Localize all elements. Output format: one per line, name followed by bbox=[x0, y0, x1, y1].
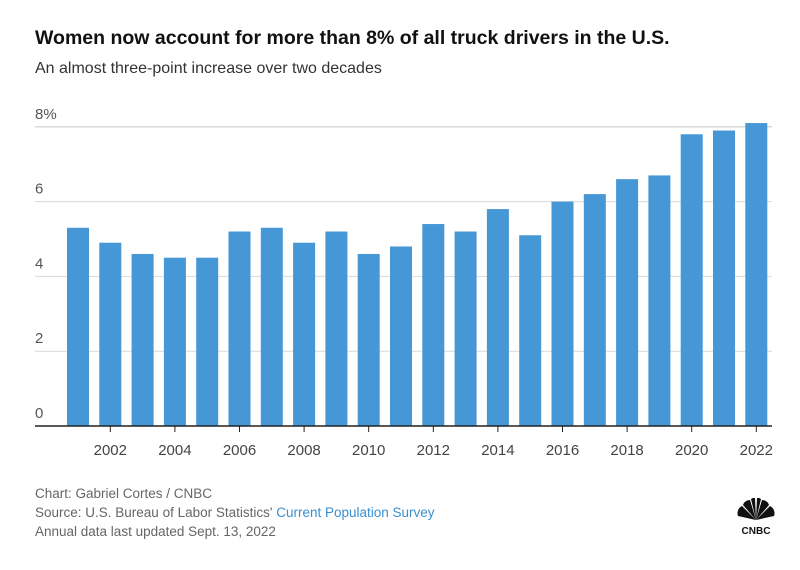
chart-subtitle: An almost three-point increase over two … bbox=[35, 60, 382, 77]
y-tick-label: 6 bbox=[35, 181, 43, 198]
bar-2006 bbox=[228, 231, 251, 426]
y-tick-label: 0 bbox=[35, 405, 43, 422]
bar-2017 bbox=[583, 194, 606, 426]
bar-2012 bbox=[422, 224, 445, 426]
bar-2010 bbox=[357, 253, 380, 426]
y-tick-label: 4 bbox=[35, 255, 43, 272]
cnbc-logo: CNBC bbox=[737, 498, 775, 537]
bar-2018 bbox=[616, 179, 639, 426]
x-tick-label: 2012 bbox=[417, 442, 450, 459]
bar-2013 bbox=[454, 231, 477, 426]
bar-2022 bbox=[745, 123, 768, 426]
bar-2002 bbox=[99, 242, 122, 426]
bar-chart: 0 2 4 6 8% 2002 2004 2006 2008 2010 2012 2014 2016 20… bbox=[35, 106, 773, 459]
x-tick-label: 2006 bbox=[223, 442, 256, 459]
bar-2015 bbox=[519, 235, 542, 426]
y-tick-label: 8% bbox=[35, 106, 57, 123]
bar-2011 bbox=[390, 246, 412, 426]
source-line: Source: U.S. Bureau of Labor Statistics'… bbox=[35, 505, 435, 520]
bar-2020 bbox=[680, 134, 703, 426]
y-tick-label: 2 bbox=[35, 330, 43, 347]
x-tick-label: 2018 bbox=[610, 442, 643, 459]
bar-2007 bbox=[260, 227, 283, 426]
x-tick-label: 2010 bbox=[352, 442, 385, 459]
bar-2008 bbox=[293, 242, 316, 426]
bar-2021 bbox=[713, 130, 735, 427]
svg-text:CNBC: CNBC bbox=[742, 526, 771, 537]
bar-2005 bbox=[196, 257, 219, 426]
bar-2019 bbox=[648, 175, 671, 426]
bar-2003 bbox=[131, 253, 154, 426]
x-tick-label: 2014 bbox=[481, 442, 514, 459]
bar-2009 bbox=[325, 231, 348, 426]
bar-2016 bbox=[551, 201, 574, 426]
x-tick-label: 2016 bbox=[546, 442, 579, 459]
chart-title: Women now account for more than 8% of al… bbox=[35, 27, 670, 49]
source-prefix: Source: U.S. Bureau of Labor Statistics' bbox=[35, 505, 277, 520]
update-note: Annual data last updated Sept. 13, 2022 bbox=[35, 524, 276, 539]
bar-2004 bbox=[163, 257, 186, 426]
source-link[interactable]: Current Population Survey bbox=[276, 505, 435, 520]
bar-2001 bbox=[67, 227, 89, 426]
chart-credit: Chart: Gabriel Cortes / CNBC bbox=[35, 486, 213, 501]
x-tick-label: 2022 bbox=[740, 442, 773, 459]
x-tick-label: 2002 bbox=[94, 442, 127, 459]
x-tick-label: 2020 bbox=[675, 442, 708, 459]
bar-2014 bbox=[486, 209, 509, 426]
x-tick-label: 2008 bbox=[287, 442, 320, 459]
x-tick-label: 2004 bbox=[158, 442, 191, 459]
